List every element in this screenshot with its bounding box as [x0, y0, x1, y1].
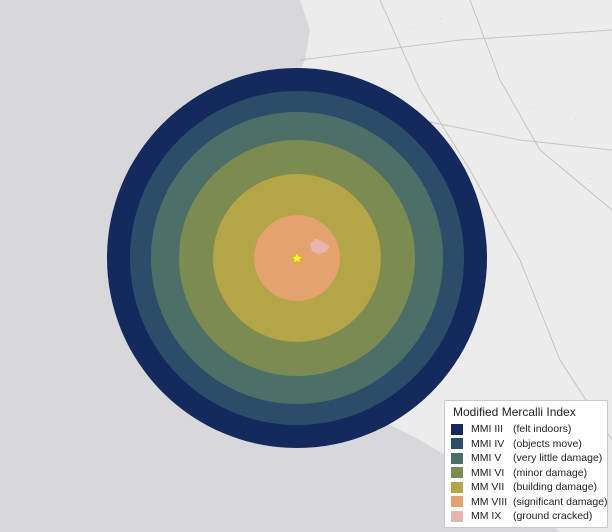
- legend-description: (felt indoors): [513, 423, 572, 436]
- svg-text:·: ·: [530, 106, 532, 112]
- legend-swatch: [451, 467, 463, 479]
- legend-description: (minor damage): [513, 466, 588, 479]
- legend-swatch: [451, 481, 463, 493]
- svg-text:·: ·: [490, 36, 492, 42]
- legend-level: MM VIII: [471, 495, 508, 508]
- legend-level: MMI VI: [471, 466, 505, 479]
- svg-text:·: ·: [590, 176, 592, 182]
- legend-level: MM IX: [471, 510, 502, 523]
- legend-description: (significant damage): [513, 495, 608, 508]
- legend: Modified Mercalli Index MMI III (felt ind…: [444, 400, 608, 528]
- legend-item: MMI V (very little damage): [451, 451, 603, 466]
- svg-text:·: ·: [410, 26, 412, 32]
- legend-swatch: [451, 496, 463, 508]
- legend-description: (building damage): [513, 481, 598, 494]
- legend-level: MMI IV: [471, 437, 505, 450]
- legend-item: MM VIII (significant damage): [451, 495, 608, 510]
- legend-swatch: [451, 423, 463, 435]
- ring-mm-ix: [310, 238, 330, 254]
- roads: [299, 0, 612, 441]
- legend-level: MMI V: [471, 452, 502, 465]
- legend-description: (objects move): [513, 437, 582, 450]
- legend-item: MM IX (ground cracked): [451, 509, 603, 524]
- legend-swatch: [451, 452, 463, 464]
- legend-level: MM VII: [471, 481, 505, 494]
- svg-text:·: ·: [440, 16, 442, 22]
- legend-item: MMI VI (minor damage): [451, 466, 603, 481]
- legend-item: MMI III (felt indoors): [451, 422, 603, 437]
- legend-swatch: [451, 510, 463, 522]
- legend-items: MMI III (felt indoors) MMI IV (objects move…: [451, 422, 608, 524]
- epicenter-star-icon[interactable]: [290, 251, 304, 265]
- legend-item: MMI IV (objects move): [451, 437, 603, 452]
- town-labels: · · · · · ·: [410, 16, 592, 182]
- legend-swatch: [451, 438, 463, 450]
- svg-text:·: ·: [575, 116, 577, 122]
- legend-title: Modified Mercalli Index: [453, 405, 576, 419]
- legend-level: MMI III: [471, 423, 504, 436]
- legend-description: (ground cracked): [513, 510, 593, 523]
- legend-description: (very little damage): [513, 452, 603, 465]
- legend-item: MM VII (building damage): [451, 480, 603, 495]
